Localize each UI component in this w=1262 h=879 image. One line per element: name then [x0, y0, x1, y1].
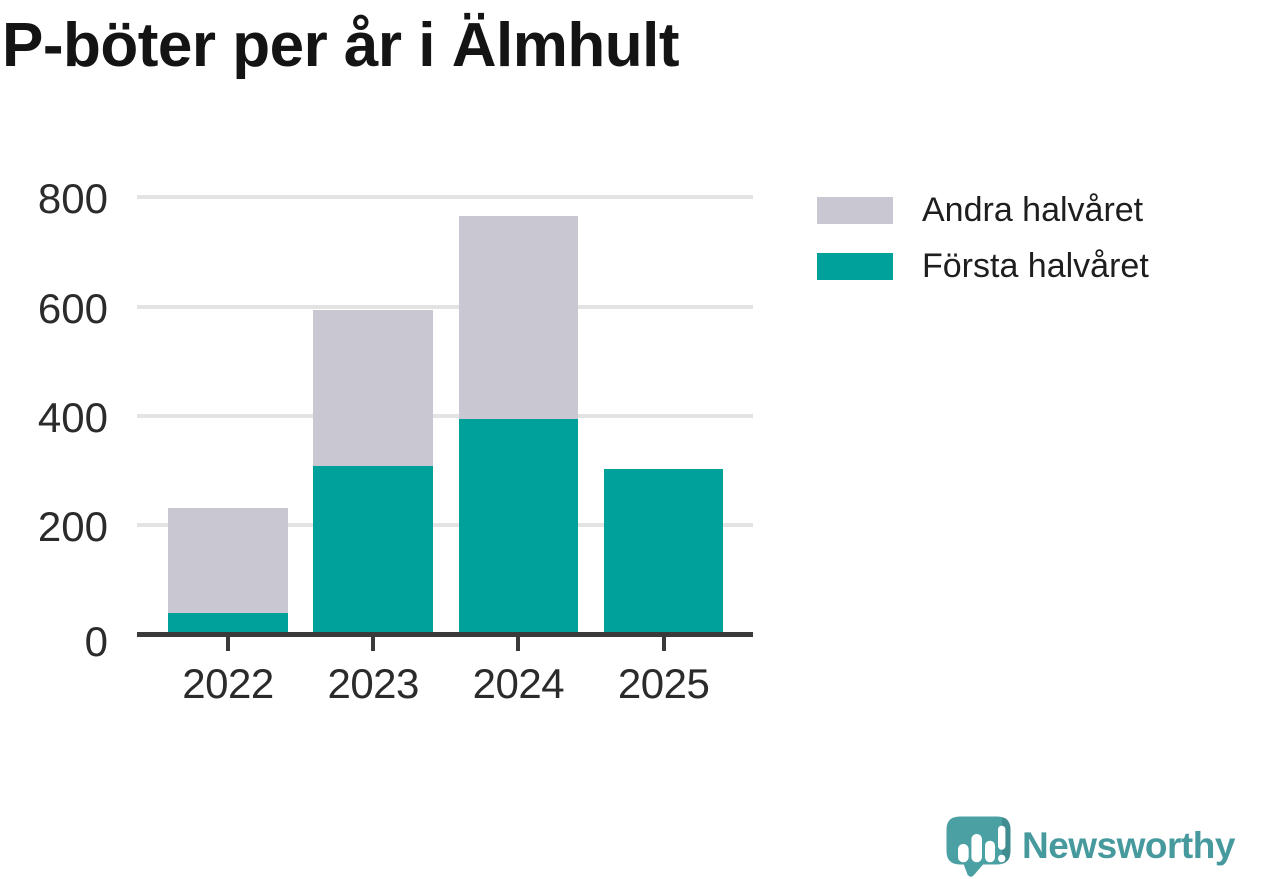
legend-item-andra-halvåret: Andra halvåret	[817, 190, 1144, 229]
y-tick-label-400: 400	[37, 393, 108, 441]
bar-2024-andra-halvåret	[458, 216, 579, 420]
newsworthy-logo-text: Newsworthy	[1022, 825, 1235, 866]
legend-label: Andra halvåret	[922, 190, 1144, 229]
gridline-200	[137, 523, 753, 528]
x-axis-line	[137, 632, 753, 637]
bar-2025-första-halvåret	[603, 469, 724, 635]
bar-2022-andra-halvåret	[168, 507, 288, 613]
newsworthy-logo-icon	[946, 816, 1011, 877]
x-tick-2023	[371, 637, 376, 651]
x-tick-label-2022: 2022	[182, 660, 274, 707]
gridline-600	[137, 304, 753, 309]
y-tick-label-600: 600	[37, 284, 108, 332]
legend-swatch	[817, 196, 893, 224]
bar-2023-första-halvåret	[313, 465, 433, 635]
x-tick-2024	[516, 637, 521, 651]
y-tick-label-800: 800	[37, 175, 108, 223]
bar-2024-första-halvåret	[458, 419, 579, 635]
legend-swatch	[817, 252, 893, 280]
gridline-400	[137, 413, 753, 418]
y-tick-label-200: 200	[37, 503, 108, 551]
x-tick-label-2025: 2025	[617, 660, 710, 707]
gridline-800	[137, 195, 753, 200]
x-tick-label-2024: 2024	[472, 660, 565, 707]
bar-2022-första-halvåret	[168, 612, 288, 635]
legend-label: Första halvåret	[922, 246, 1149, 285]
bar-2023-andra-halvåret	[313, 310, 433, 466]
x-tick-label-2023: 2023	[327, 660, 419, 707]
y-tick-label-0: 0	[84, 617, 108, 665]
chart-title: P-böter per år i Älmhult	[2, 11, 679, 80]
branding: Newsworthy	[946, 816, 1235, 879]
legend-item-första-halvåret: Första halvåret	[817, 246, 1149, 285]
x-tick-2022	[226, 637, 230, 651]
x-tick-2025	[661, 637, 666, 651]
